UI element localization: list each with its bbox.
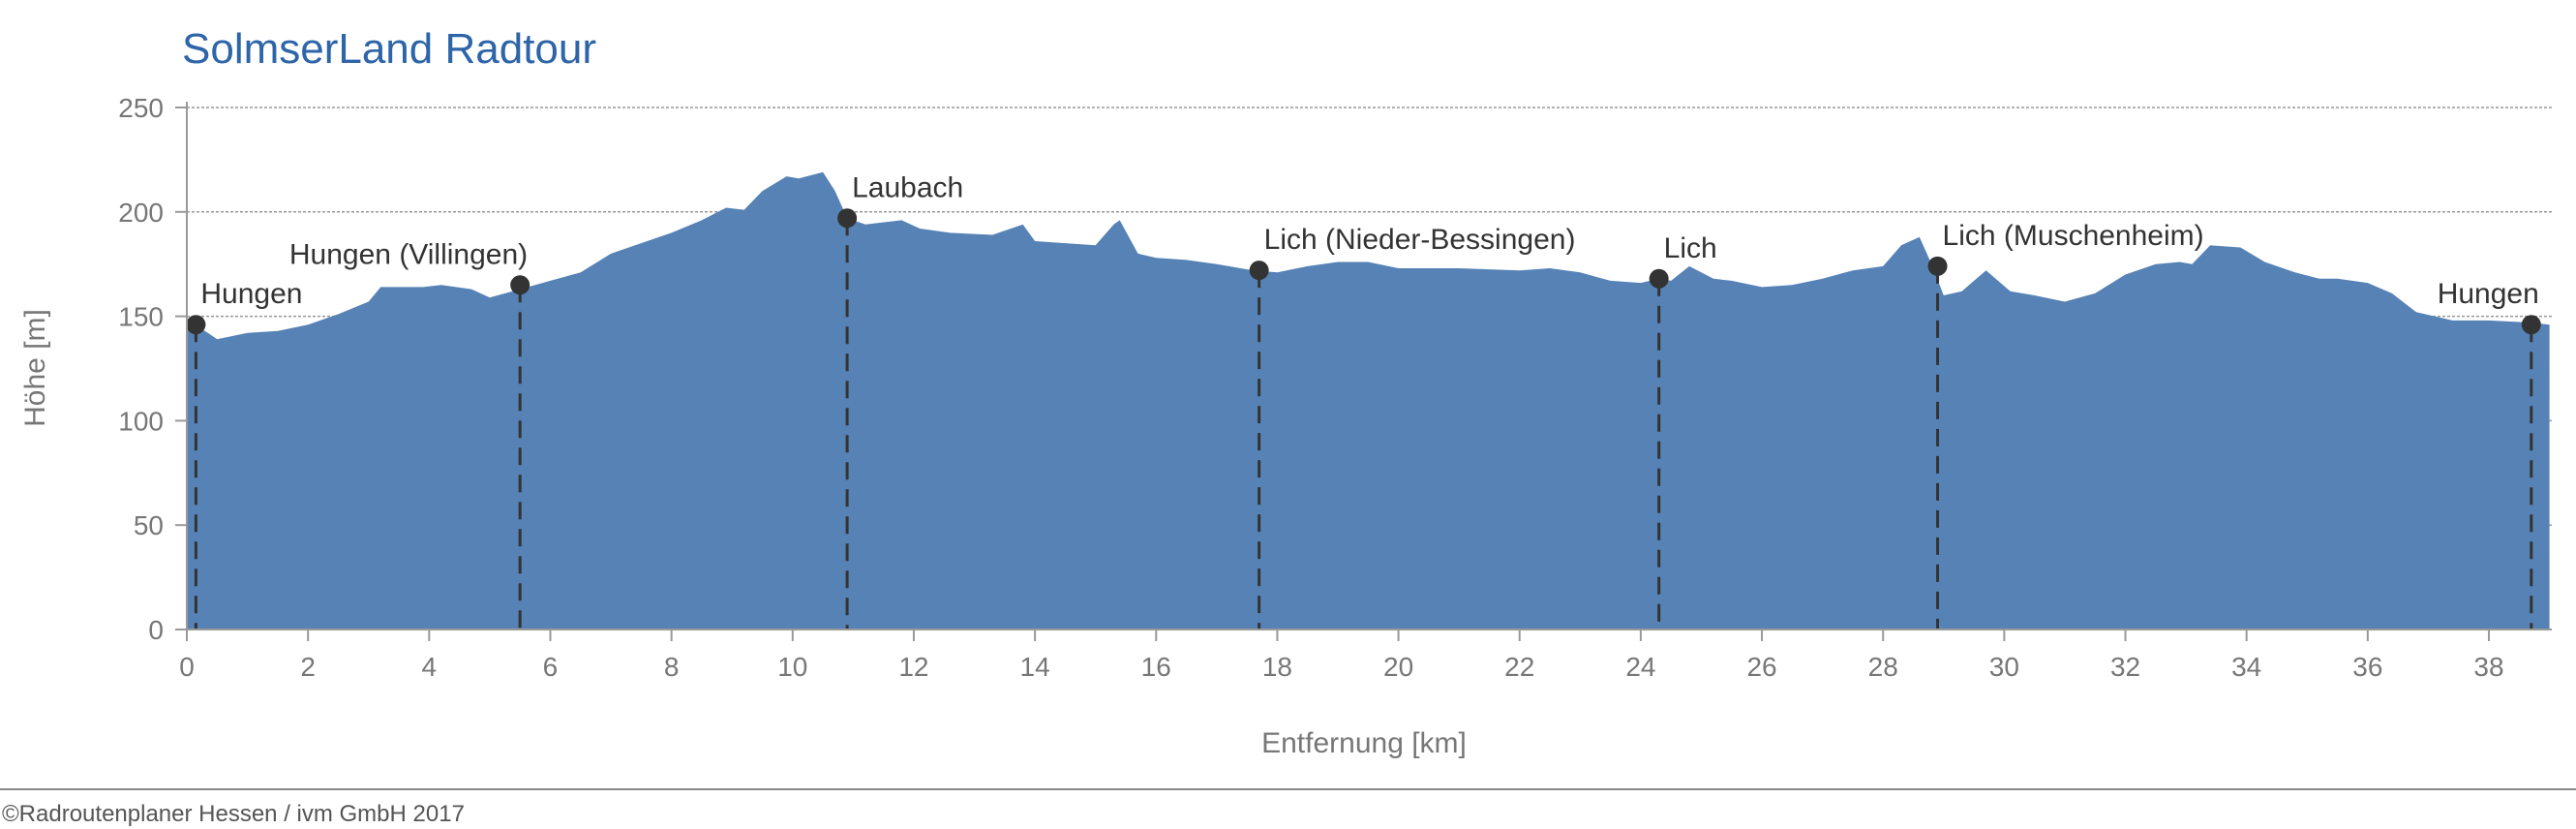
marker-label: Lich (Muschenheim) bbox=[1943, 220, 2204, 252]
y-tick-label: 250 bbox=[118, 93, 164, 123]
x-tick-label: 18 bbox=[1262, 652, 1292, 682]
x-tick-label: 0 bbox=[179, 652, 195, 682]
x-tick-label: 6 bbox=[543, 652, 559, 682]
marker-label: Lich (Nieder-Bessingen) bbox=[1264, 224, 1576, 256]
marker-point bbox=[1649, 268, 1669, 289]
elevation-area bbox=[187, 171, 2550, 630]
x-tick-label: 22 bbox=[1504, 652, 1534, 682]
marker-point bbox=[1249, 261, 1269, 281]
x-tick-label: 16 bbox=[1141, 652, 1171, 682]
y-tick-label: 0 bbox=[148, 615, 164, 645]
marker-point bbox=[2521, 315, 2541, 335]
y-tick-label: 50 bbox=[134, 510, 164, 540]
marker-label: Laubach bbox=[852, 171, 963, 203]
marker-point bbox=[1927, 256, 1948, 276]
x-tick-label: 10 bbox=[777, 652, 807, 682]
y-axis-label: Höhe [m] bbox=[19, 309, 51, 427]
x-tick-label: 14 bbox=[1020, 652, 1050, 682]
x-axis-label: Entfernung [km] bbox=[1261, 727, 1467, 759]
markers: Hungen Hungen (Villingen) Laubach Lich (Nie… bbox=[186, 171, 2541, 629]
x-tick-label: 34 bbox=[2231, 652, 2261, 682]
x-tick-label: 28 bbox=[1868, 652, 1898, 682]
x-tick-label: 8 bbox=[664, 652, 680, 682]
marker-label: Hungen bbox=[200, 278, 302, 310]
x-tick-label: 26 bbox=[1746, 652, 1776, 682]
x-tick-label: 12 bbox=[898, 652, 928, 682]
marker-point bbox=[186, 315, 206, 335]
marker-label: Hungen bbox=[2438, 278, 2539, 310]
y-tick-label: 200 bbox=[118, 198, 164, 228]
marker-label: Hungen (Villingen) bbox=[289, 238, 528, 270]
marker-label: Lich bbox=[1664, 232, 1717, 264]
footer-credit: ©Radroutenplaner Hessen / ivm GmbH 2017 bbox=[2, 801, 465, 827]
chart-title: SolmserLand Radtour bbox=[182, 25, 596, 73]
x-tick-label: 32 bbox=[2110, 652, 2140, 682]
x-tick-label: 2 bbox=[300, 652, 316, 682]
marker-point bbox=[510, 275, 530, 295]
x-tick-label: 4 bbox=[422, 652, 438, 682]
x-tick-label: 20 bbox=[1383, 652, 1413, 682]
x-tick-label: 30 bbox=[1989, 652, 2019, 682]
x-tick-label: 24 bbox=[1625, 652, 1655, 682]
x-tick-label: 36 bbox=[2352, 652, 2382, 682]
y-tick-label: 100 bbox=[118, 406, 164, 436]
x-tick-label: 38 bbox=[2473, 652, 2503, 682]
y-tick-label: 150 bbox=[118, 302, 164, 332]
marker-point bbox=[837, 208, 858, 229]
